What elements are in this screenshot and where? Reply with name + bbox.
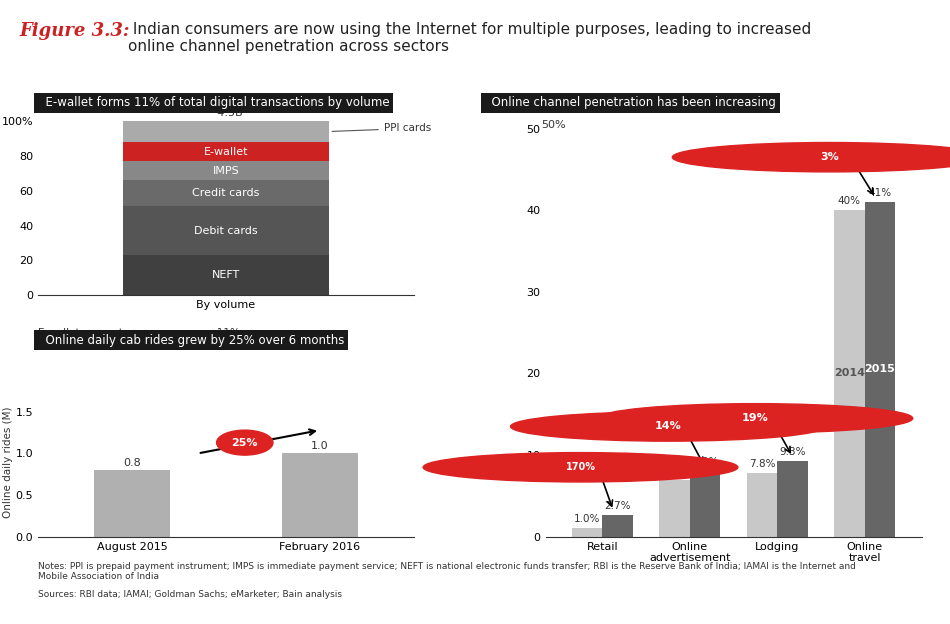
- Text: 8.0%: 8.0%: [692, 457, 718, 467]
- Text: IMPS: IMPS: [213, 166, 239, 176]
- Text: 170%: 170%: [565, 462, 596, 472]
- Bar: [123, 255, 330, 295]
- Text: ~4.5B: ~4.5B: [209, 108, 243, 118]
- Bar: [123, 207, 330, 255]
- Bar: [572, 529, 602, 537]
- Text: 50%: 50%: [542, 120, 566, 130]
- Text: Notes: PPI is prepaid payment instrument; IMPS is immediate payment service; NEF: Notes: PPI is prepaid payment instrument…: [38, 562, 856, 581]
- Text: E-wallet forms 11% of total digital transactions by volume: E-wallet forms 11% of total digital tran…: [38, 97, 390, 109]
- Text: Figure 3.3:: Figure 3.3:: [19, 22, 129, 40]
- Bar: [602, 515, 633, 537]
- Circle shape: [217, 430, 273, 455]
- Text: ~11%: ~11%: [209, 328, 241, 338]
- Text: 1.0%: 1.0%: [574, 514, 600, 524]
- Text: 19%: 19%: [742, 413, 769, 423]
- Bar: [123, 121, 330, 142]
- Text: Debit cards: Debit cards: [194, 226, 257, 236]
- Text: 25%: 25%: [232, 437, 258, 447]
- Bar: [282, 454, 357, 537]
- Circle shape: [673, 142, 950, 172]
- Bar: [747, 473, 777, 537]
- Text: 2.7%: 2.7%: [604, 500, 631, 510]
- Bar: [834, 210, 864, 537]
- Text: 7.8%: 7.8%: [749, 459, 775, 469]
- Text: 2015: 2015: [864, 364, 895, 374]
- Y-axis label: Online daily rides (M): Online daily rides (M): [3, 406, 12, 517]
- Bar: [94, 470, 170, 537]
- Text: 0.8: 0.8: [124, 457, 141, 467]
- Text: PPI cards: PPI cards: [332, 124, 431, 134]
- Circle shape: [510, 412, 826, 441]
- Text: Indian consumers are now using the Internet for multiple purposes, leading to in: Indian consumers are now using the Inter…: [128, 22, 811, 54]
- Text: 2014: 2014: [834, 368, 864, 378]
- Text: 41%: 41%: [868, 188, 891, 198]
- Text: 14%: 14%: [655, 421, 681, 431]
- Text: Online channel penetration: Online channel penetration: [542, 94, 684, 104]
- Bar: [123, 161, 330, 180]
- Text: Online daily cab rides grew by 25% over 6 months: Online daily cab rides grew by 25% over …: [38, 334, 344, 346]
- Text: Credit cards: Credit cards: [192, 188, 259, 198]
- Bar: [777, 461, 807, 537]
- Text: Online channel penetration has been increasing: Online channel penetration has been incr…: [484, 97, 776, 109]
- Text: 3%: 3%: [820, 152, 839, 162]
- Text: E-wallet: E-wallet: [203, 147, 248, 157]
- Bar: [864, 202, 895, 537]
- Bar: [659, 479, 690, 537]
- Text: Sources: RBI data; IAMAI; Goldman Sachs; eMarketer; Bain analysis: Sources: RBI data; IAMAI; Goldman Sachs;…: [38, 590, 342, 598]
- Circle shape: [423, 452, 738, 482]
- Text: E-wallet percentage
of digital transactions: E-wallet percentage of digital transacti…: [38, 328, 152, 349]
- Circle shape: [598, 404, 913, 433]
- Text: 40%: 40%: [838, 196, 861, 206]
- Bar: [690, 471, 720, 537]
- Bar: [123, 180, 330, 207]
- Text: 9.3%: 9.3%: [779, 447, 806, 457]
- Bar: [123, 142, 330, 161]
- Text: NEFT: NEFT: [212, 270, 240, 280]
- Text: 7.0%: 7.0%: [661, 466, 688, 475]
- Text: 1.0: 1.0: [312, 441, 329, 451]
